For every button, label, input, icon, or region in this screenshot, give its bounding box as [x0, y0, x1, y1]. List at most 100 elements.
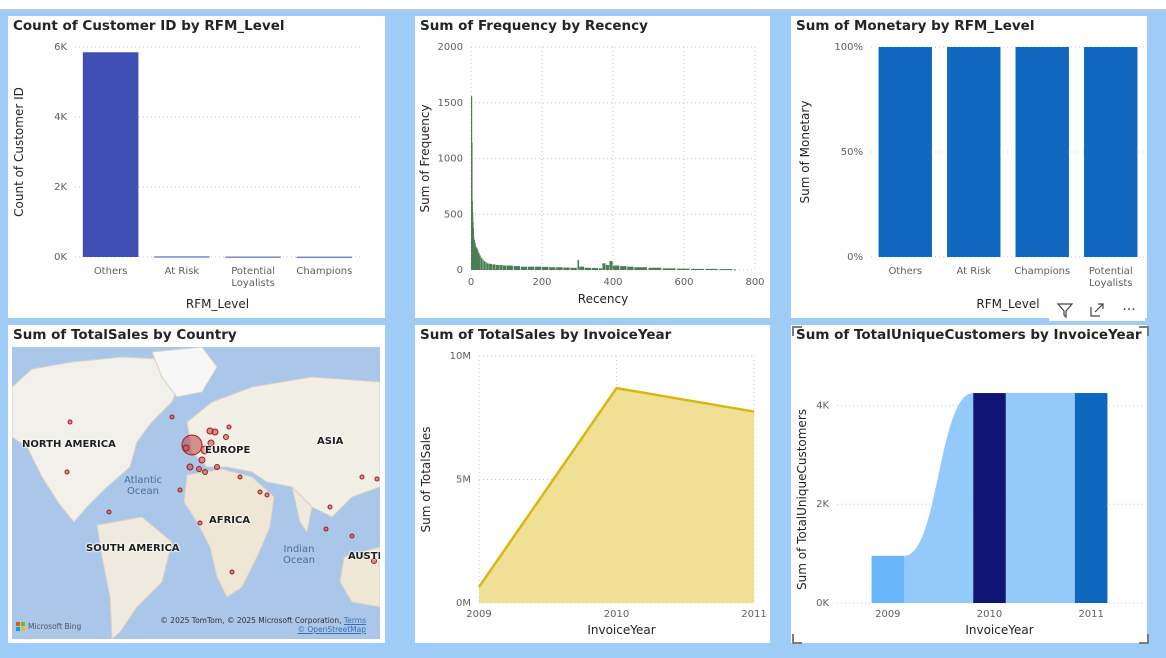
- x-axis-label: InvoiceYear: [965, 623, 1033, 637]
- area-fill: [479, 388, 754, 603]
- y-axis-label: Sum of Monetary: [798, 101, 812, 204]
- visual-sales-by-country-map[interactable]: Sum of TotalSales by Country NORTH AMERI…: [8, 325, 385, 643]
- histogram-bar: [520, 266, 528, 270]
- histogram-bar: [480, 257, 483, 270]
- label-atlantic-ocean: Atlantic Ocean: [123, 475, 163, 497]
- y-tick-label: 50%: [841, 147, 863, 158]
- visual-sales-by-year[interactable]: Sum of TotalSales by InvoiceYear 0M 5M 10M…: [415, 325, 770, 643]
- y-axis-label: Count of Customer ID: [12, 87, 26, 217]
- histogram-bar: [691, 268, 704, 270]
- x-tick-label: Loyalists: [1089, 278, 1132, 289]
- histogram-bar: [719, 269, 733, 271]
- y-axis-label: Sum of Frequency: [418, 104, 432, 212]
- histogram-bar: [542, 266, 549, 270]
- histogram-bar: [627, 266, 634, 270]
- visual-frequency-by-recency[interactable]: Sum of Frequency by Recency 0 500 1000 1500…: [415, 16, 770, 318]
- y-axis-label: Sum of TotalUniqueCustomers: [795, 409, 809, 590]
- x-tick-label: 200: [532, 277, 551, 288]
- bar: [296, 256, 353, 258]
- y-tick-label: 0K: [54, 252, 67, 263]
- bar: [878, 47, 932, 257]
- country-bubble: [374, 476, 380, 482]
- country-bubble: [360, 552, 366, 558]
- x-tick-label: At Risk: [165, 266, 200, 277]
- country-bubble: [182, 444, 190, 452]
- selection-corner-bl[interactable]: [792, 634, 802, 644]
- y-tick-label: 500: [444, 209, 463, 220]
- area-chart: 0M 5M 10M 2009 2010 2011 InvoiceYear Sum of Tot…: [419, 351, 767, 637]
- ribbon-chart: 0K 2K 4K 2009 2010 2011 InvoiceYear Sum of Tota…: [795, 393, 1142, 637]
- visual-monetary-by-rfm[interactable]: Sum of Monetary by RFM_Level 0% 50% 100% Ot…: [791, 16, 1147, 318]
- x-tick-label: 400: [603, 277, 622, 288]
- histogram-bar: [620, 266, 627, 270]
- visual-header-toolbar: ···: [1049, 299, 1145, 321]
- histogram-chart: 0 500 1000 1500 2000 0 200 400 600 800 Recency Sum …: [418, 42, 765, 306]
- country-bubble: [237, 474, 243, 480]
- series-line: [477, 386, 755, 588]
- histogram-bar: [502, 265, 507, 270]
- selection-corner-tr[interactable]: [1139, 326, 1149, 336]
- country-bubble: [197, 520, 203, 526]
- histogram-bar: [506, 265, 513, 270]
- y-tick-label: 1500: [438, 98, 463, 109]
- label-australia: AUSTR: [348, 551, 380, 562]
- country-bubble: [206, 427, 214, 435]
- x-tick-label: Champions: [1014, 266, 1070, 277]
- histogram-bar: [662, 268, 676, 270]
- bar: [225, 256, 281, 258]
- country-bubble: [264, 492, 270, 498]
- selection-corner-tl[interactable]: [792, 326, 802, 336]
- histogram-bar: [705, 268, 719, 270]
- bar: [1015, 47, 1069, 257]
- microsoft-logo-icon: [16, 622, 25, 631]
- country-bubble: [257, 489, 263, 495]
- label-asia: ASIA: [317, 436, 344, 447]
- terms-link[interactable]: Terms: [343, 616, 366, 625]
- visual-title: Sum of Frequency by Recency: [420, 18, 648, 34]
- x-tick-label: 0: [468, 277, 474, 288]
- histogram-bar: [549, 267, 556, 270]
- y-tick-label: 4K: [816, 400, 829, 411]
- bar: [154, 256, 210, 258]
- country-bubble: [349, 533, 355, 539]
- y-tick-label: 4K: [54, 112, 67, 123]
- visual-title: Count of Customer ID by RFM_Level: [13, 18, 285, 34]
- sales-bubbles: [64, 414, 380, 575]
- histogram-bar: [534, 266, 542, 270]
- filter-icon[interactable]: [1054, 301, 1076, 319]
- country-bubble: [214, 464, 220, 470]
- visual-title: Sum of Monetary by RFM_Level: [796, 18, 1035, 34]
- bar: [1074, 393, 1108, 603]
- y-tick-label: 5M: [456, 475, 471, 486]
- visual-unique-customers-by-year[interactable]: Sum of TotalUniqueCustomers by InvoiceYe…: [791, 325, 1147, 643]
- country-bubble: [359, 474, 365, 480]
- histogram-bar: [579, 266, 585, 270]
- histogram-bar: [570, 267, 577, 270]
- visual-count-customer-by-rfm[interactable]: Count of Customer ID by RFM_Level 0K 2K 4K…: [8, 16, 385, 318]
- bar: [871, 555, 905, 603]
- country-bubble: [226, 424, 232, 430]
- y-tick-label: 0M: [456, 598, 471, 609]
- histogram-bar: [556, 267, 563, 270]
- country-bubble: [207, 439, 215, 447]
- histogram-bar: [475, 247, 478, 270]
- country-bubble: [67, 419, 73, 425]
- x-tick-label: 2010: [977, 609, 1002, 620]
- visual-title: Sum of TotalSales by Country: [13, 327, 237, 343]
- x-tick-label: 600: [674, 277, 693, 288]
- more-options-button[interactable]: ···: [1122, 302, 1136, 318]
- world-map[interactable]: NORTH AMERICA ASIA EUROPE AFRICA SOUTH A…: [12, 347, 380, 639]
- bar: [973, 393, 1006, 603]
- selection-corner-br[interactable]: [1139, 634, 1149, 644]
- ribbon: [1005, 393, 1075, 603]
- y-tick-label: 0%: [847, 252, 863, 263]
- x-tick-label: Potential: [1089, 266, 1133, 277]
- visual-title: Sum of TotalUniqueCustomers by InvoiceYe…: [796, 327, 1142, 343]
- histogram-bar: [605, 264, 610, 270]
- histogram-bar: [591, 267, 599, 270]
- map-copyright: © 2025 TomTom, © 2025 Microsoft Corporat…: [160, 616, 366, 634]
- osm-link[interactable]: © OpenStreetMap: [297, 625, 366, 634]
- x-tick-label: Potential: [231, 266, 275, 277]
- y-tick-label: 0: [457, 265, 463, 276]
- focus-mode-icon[interactable]: [1086, 301, 1108, 319]
